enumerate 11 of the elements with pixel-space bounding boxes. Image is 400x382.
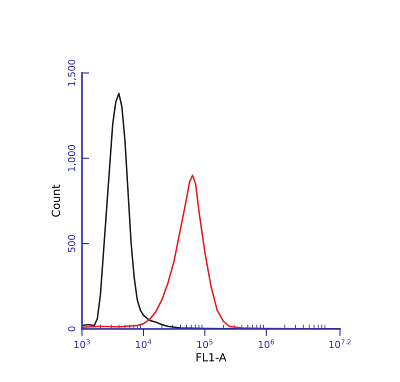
y-axis-title: Count [52, 184, 60, 217]
y-tick-label: 1,500 [68, 60, 76, 86]
y-tick-label: 0 [68, 326, 76, 332]
y-tick-label: 1,000 [68, 145, 76, 172]
x-tick-label: 10$^{4}$ [136, 339, 152, 348]
y-tick-label: 500 [68, 234, 76, 252]
x-tick-label: 10$^{3}$ [74, 339, 90, 348]
x-axis-title: FL1-A [196, 353, 226, 362]
x-tick-label: 10$^{6}$ [258, 339, 274, 348]
x-tick-label: 10$^{5}$ [197, 339, 212, 348]
x-tick-label: 10$^{7.2}$ [329, 339, 351, 348]
